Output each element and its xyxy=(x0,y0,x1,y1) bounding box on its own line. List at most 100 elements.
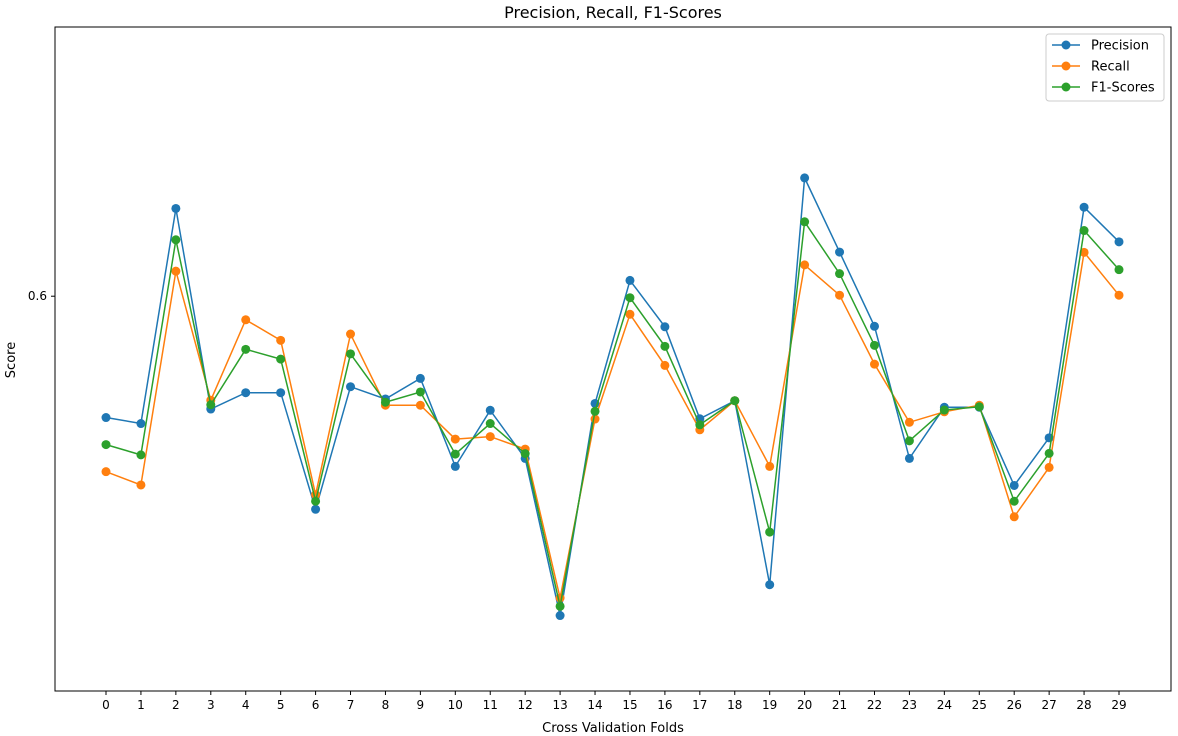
f1-scores-point xyxy=(765,527,775,537)
precision-point xyxy=(1009,480,1019,490)
recall-point xyxy=(835,290,845,300)
f1-scores-line xyxy=(105,219,1120,607)
recall-point xyxy=(415,400,425,410)
precision-point xyxy=(765,580,775,590)
precision-point xyxy=(1114,237,1124,247)
chart-title: Precision, Recall, F1-Scores xyxy=(504,3,722,22)
recall-point xyxy=(241,315,251,325)
f1-scores-point xyxy=(380,397,390,407)
f1-scores-point xyxy=(869,340,879,350)
legend-label: Recall xyxy=(1091,60,1130,75)
legend-swatch-marker xyxy=(1061,82,1071,92)
series-layer xyxy=(101,173,1124,621)
f1-scores-point xyxy=(1079,226,1089,236)
recall-point xyxy=(1114,290,1124,300)
precision-point xyxy=(625,275,635,285)
precision-point xyxy=(800,173,810,183)
f1-scores-point xyxy=(1114,265,1124,275)
x-tick-label: 7 xyxy=(347,698,355,712)
f1-scores-point xyxy=(590,406,600,416)
x-tick-label: 29 xyxy=(1111,698,1126,712)
x-axis-ticks: 0 1 2 3 4 5 6 7 8 9 10 11 12 13 14 15 16 17 18 19 20 21 22 23 24… xyxy=(102,691,1127,712)
recall-point xyxy=(485,432,495,442)
precision-point xyxy=(101,413,111,423)
x-tick-label: 2 xyxy=(172,698,180,712)
f1-scores-point xyxy=(974,402,984,412)
x-tick-label: 10 xyxy=(448,698,463,712)
recall-point xyxy=(800,260,810,270)
recall-point xyxy=(1009,512,1019,522)
series-f1-scores xyxy=(101,217,1124,611)
x-tick-label: 25 xyxy=(972,698,987,712)
f1-scores-point xyxy=(276,354,286,364)
x-tick-label: 4 xyxy=(242,698,250,712)
recall-point xyxy=(765,461,775,471)
recall-point xyxy=(101,467,111,477)
legend-swatch-marker xyxy=(1061,40,1071,50)
precision-point xyxy=(346,382,356,392)
f1-scores-point xyxy=(660,341,670,351)
f1-scores-point xyxy=(904,436,914,446)
x-tick-label: 13 xyxy=(552,698,567,712)
precision-point xyxy=(1079,202,1089,212)
x-tick-label: 17 xyxy=(692,698,707,712)
x-tick-label: 0 xyxy=(102,698,110,712)
precision-point xyxy=(555,611,565,621)
y-tick-label: 0.6 xyxy=(28,289,47,303)
f1-scores-point xyxy=(730,396,740,406)
recall-point xyxy=(869,359,879,369)
x-tick-label: 27 xyxy=(1041,698,1056,712)
recall-point xyxy=(171,266,181,276)
recall-point xyxy=(346,329,356,339)
recall-point xyxy=(1044,462,1054,472)
precision-point xyxy=(660,322,670,332)
plot-area xyxy=(55,27,1171,691)
x-tick-label: 20 xyxy=(797,698,812,712)
x-tick-label: 11 xyxy=(483,698,498,712)
legend: Precision Recall F1-Scores xyxy=(1045,33,1165,102)
x-tick-label: 12 xyxy=(518,698,533,712)
legend-box xyxy=(1045,33,1165,102)
f1-scores-point xyxy=(800,217,810,227)
f1-scores-point xyxy=(241,344,251,354)
legend-label: Precision xyxy=(1091,39,1149,54)
precision-point xyxy=(311,504,321,514)
f1-scores-point xyxy=(171,235,181,245)
x-tick-label: 24 xyxy=(937,698,952,712)
precision-line xyxy=(105,175,1120,616)
f1-scores-point xyxy=(206,400,216,410)
x-tick-label: 8 xyxy=(382,698,390,712)
recall-point xyxy=(1079,247,1089,257)
f1-scores-point xyxy=(1009,496,1019,506)
precision-point xyxy=(485,405,495,415)
x-axis-label: Cross Validation Folds xyxy=(542,721,684,736)
recall-point xyxy=(136,480,146,490)
f1-scores-point xyxy=(485,419,495,429)
recall-point xyxy=(450,434,460,444)
x-tick-label: 5 xyxy=(277,698,285,712)
f1-scores-point xyxy=(136,450,146,460)
f1-scores-point xyxy=(415,387,425,397)
legend-item-recall: Recall xyxy=(1052,60,1130,75)
recall-point xyxy=(590,414,600,424)
recall-line xyxy=(105,250,1120,599)
precision-point xyxy=(136,419,146,429)
f1-scores-point xyxy=(625,293,635,303)
precision-point xyxy=(869,321,879,331)
f1-scores-point xyxy=(450,449,460,459)
legend-swatch-marker xyxy=(1061,61,1071,71)
precision-point xyxy=(171,203,181,213)
f1-scores-point xyxy=(346,349,356,359)
legend-label: F1-Scores xyxy=(1091,81,1155,96)
x-tick-label: 16 xyxy=(657,698,672,712)
f1-scores-point xyxy=(101,440,111,450)
f1-scores-point xyxy=(939,405,949,415)
legend-item-precision: Precision xyxy=(1052,39,1149,54)
recall-point xyxy=(904,417,914,427)
f1-scores-point xyxy=(555,601,565,611)
y-axis-ticks: 0.6 xyxy=(28,289,55,303)
x-tick-label: 18 xyxy=(727,698,742,712)
x-tick-label: 15 xyxy=(622,698,637,712)
f1-scores-point xyxy=(520,449,530,459)
